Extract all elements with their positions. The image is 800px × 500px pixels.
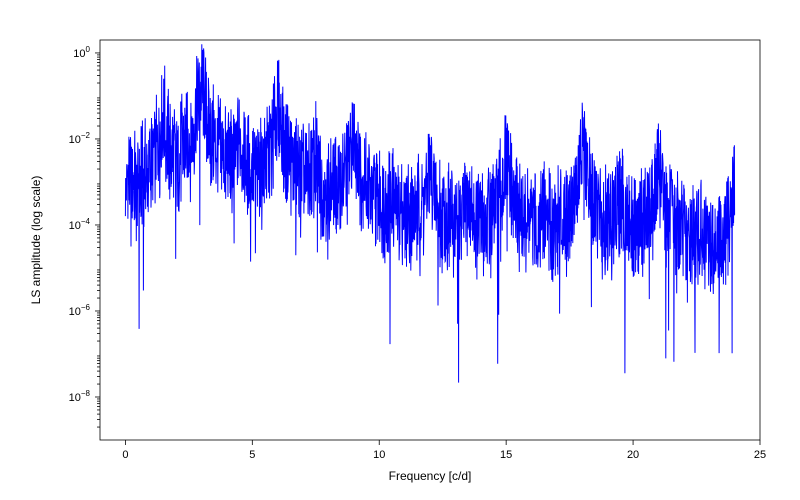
y-tick-label: 100 xyxy=(73,45,90,60)
x-axis-label: Frequency [c/d] xyxy=(389,469,472,483)
y-tick-label: 10−2 xyxy=(69,131,91,146)
y-tick-label: 10−8 xyxy=(69,389,91,404)
x-tick-label: 0 xyxy=(122,449,128,461)
x-tick-label: 10 xyxy=(373,449,385,461)
x-tick-label: 20 xyxy=(627,449,639,461)
x-tick-label: 25 xyxy=(754,449,766,461)
spectrum-line xyxy=(125,44,734,382)
x-tick-label: 15 xyxy=(500,449,512,461)
y-axis-label: LS amplitude (log scale) xyxy=(29,176,43,305)
y-tick-label: 10−6 xyxy=(69,303,91,318)
x-tick-label: 5 xyxy=(249,449,255,461)
periodogram-chart: 0 5 10 15 20 25 10−8 10−6 10−4 10−2 100 Frequency… xyxy=(0,0,800,500)
y-tick-label: 10−4 xyxy=(69,217,91,232)
